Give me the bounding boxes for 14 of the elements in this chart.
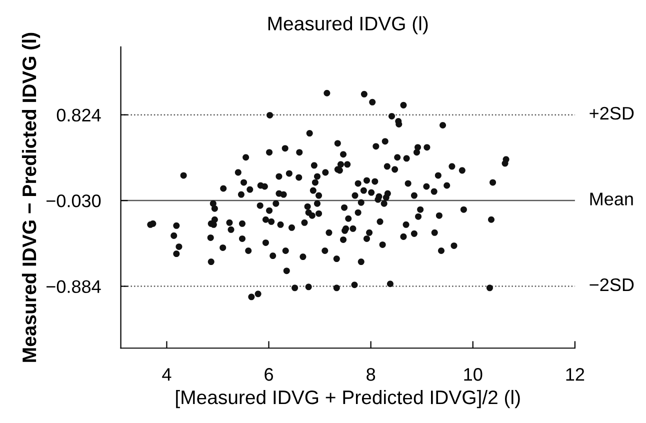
x-tick-label: 8 (366, 368, 376, 381)
chart-title: Measured IDVG (l) (268, 16, 428, 34)
x-tick-label: 10 (464, 368, 482, 381)
x-tick-label: 12 (566, 368, 584, 381)
ref-line-label: +2SD (590, 106, 634, 120)
y-tick-label: −0.030 (46, 194, 101, 208)
ref-line-label: −2SD (590, 278, 634, 292)
x-axis-title: [Measured IDVG + Predicted IDVG]/2 (l) (176, 390, 520, 408)
x-tick-label: 4 (162, 368, 172, 381)
y-tick-label: 0.824 (56, 108, 101, 122)
y-axis-title: Measured IDVG − Predicted IDVG (l) (22, 32, 40, 362)
x-tick-label: 6 (264, 368, 274, 381)
y-tick-label: −0.884 (46, 280, 101, 294)
ref-line-label: Mean (590, 192, 633, 206)
